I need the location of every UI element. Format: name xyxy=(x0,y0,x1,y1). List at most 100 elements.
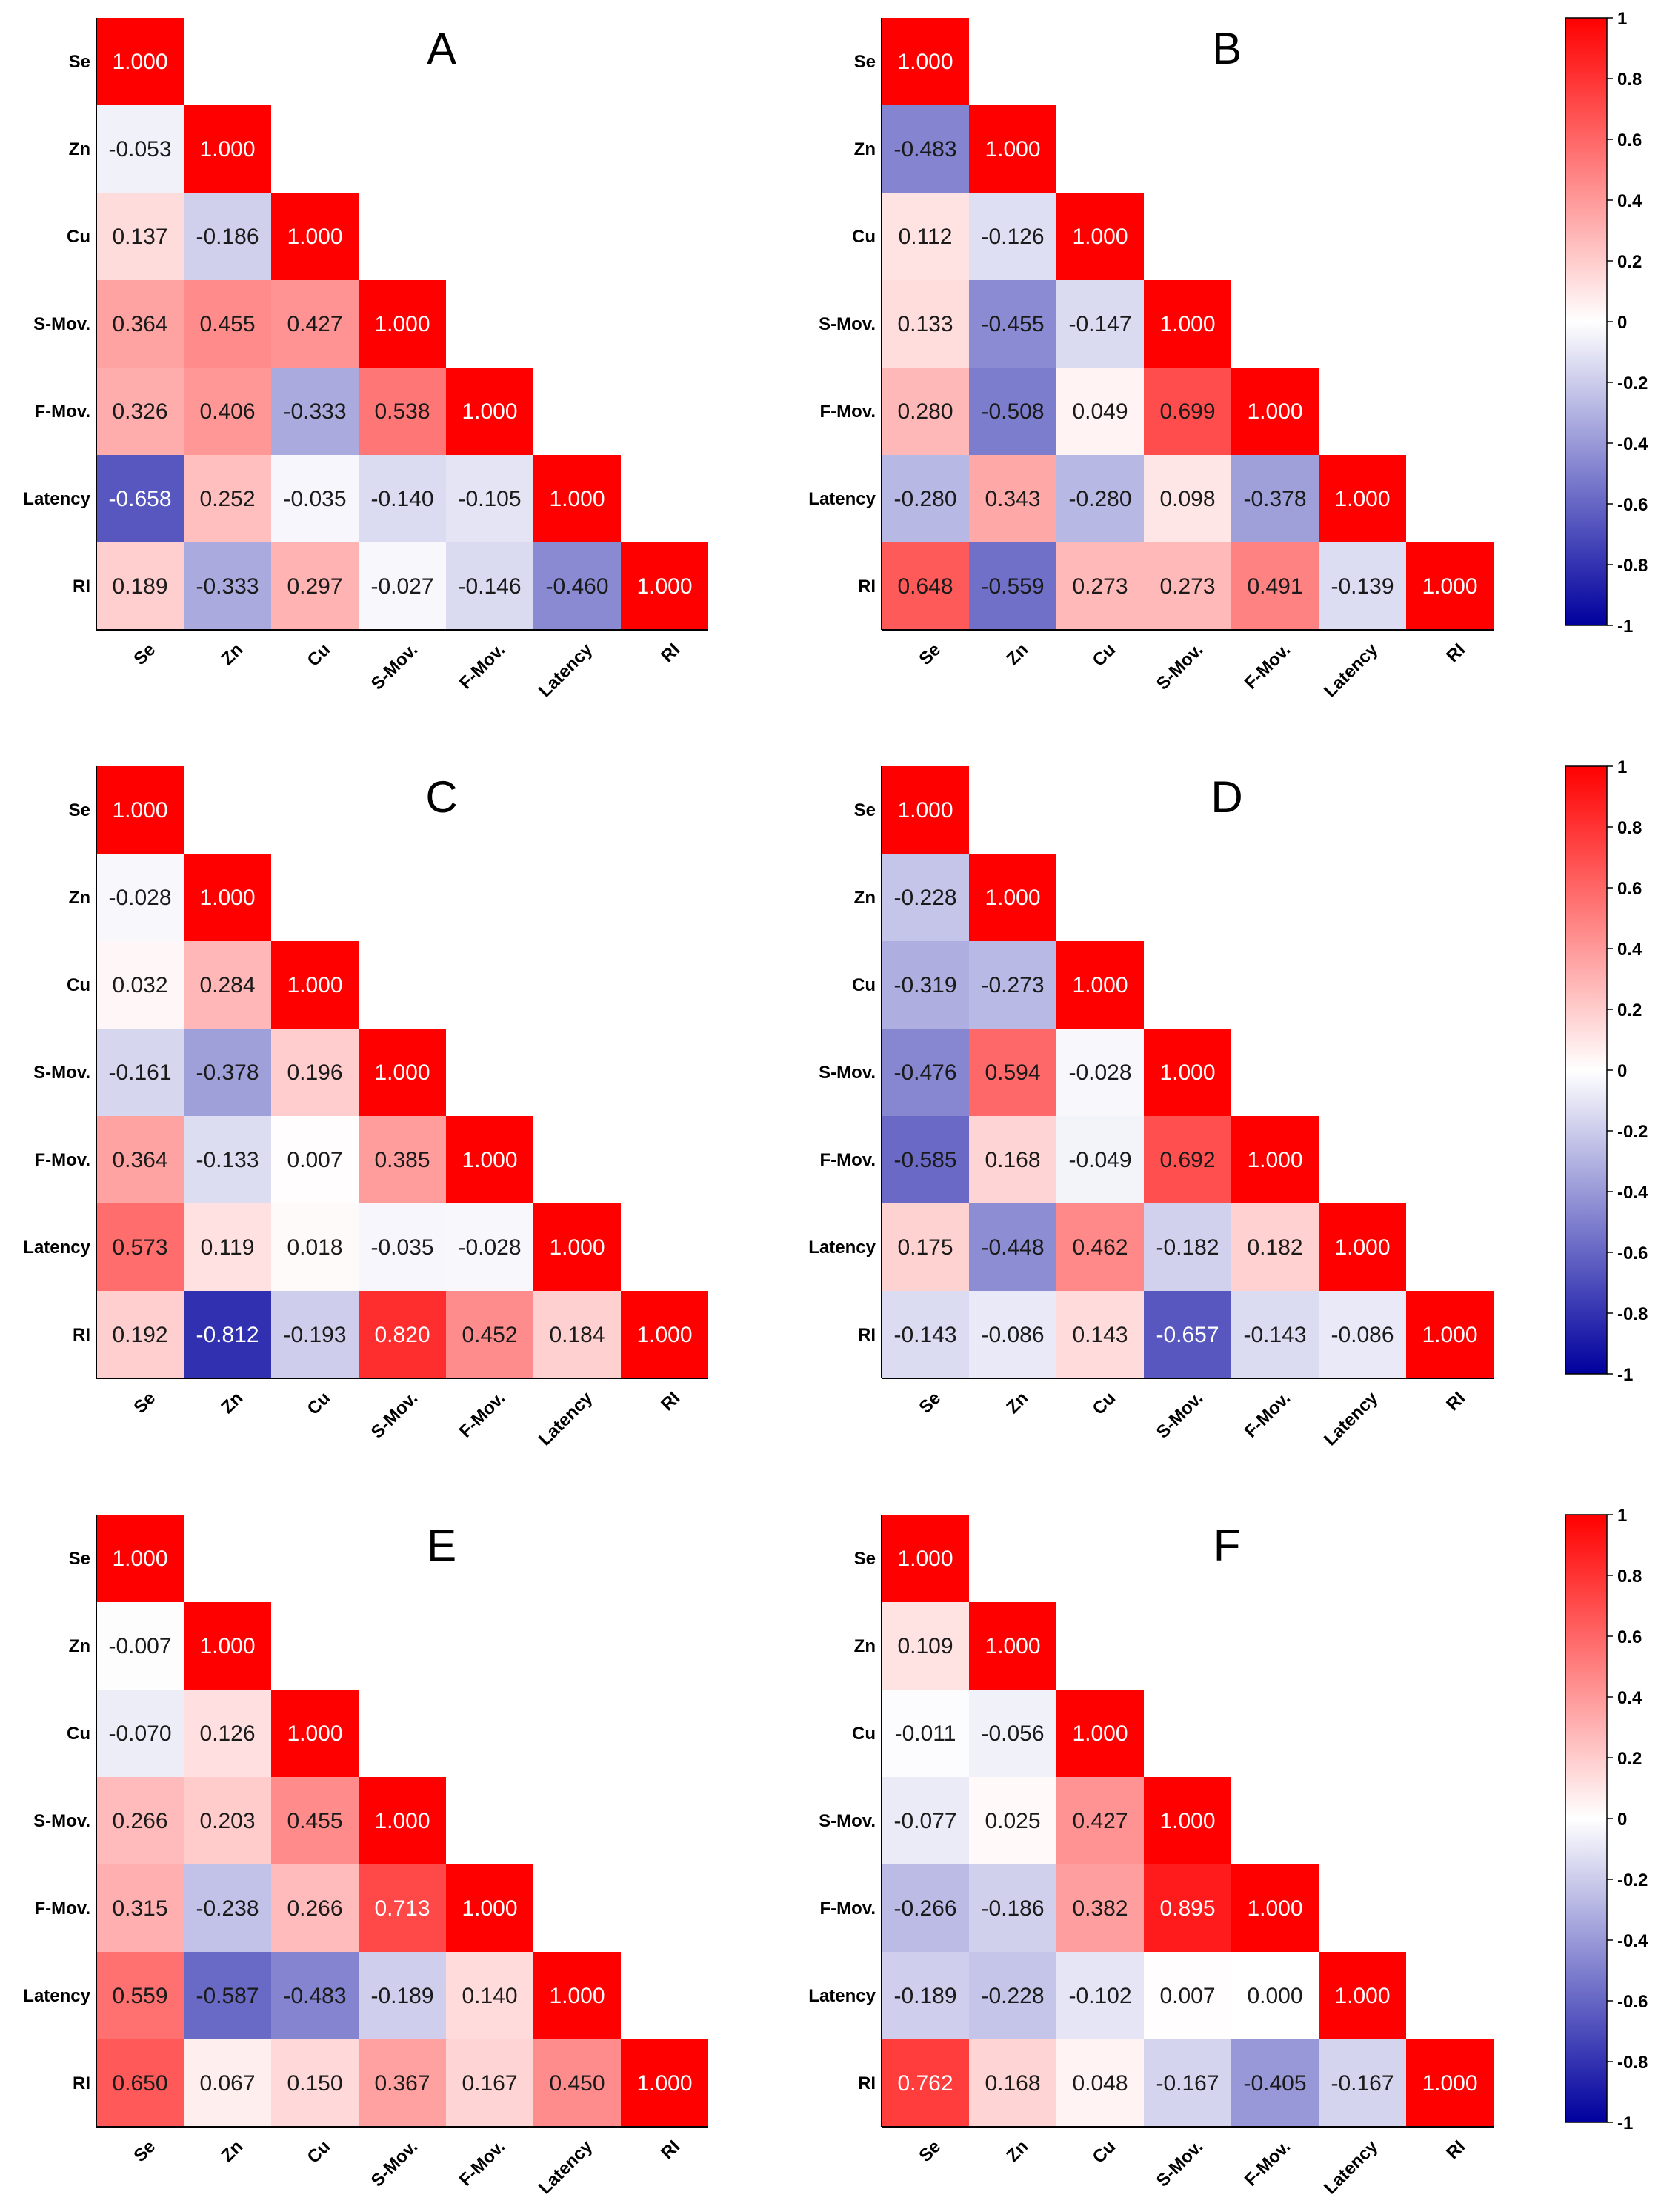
heatmap-cell xyxy=(1056,1864,1144,1952)
heatmap-cell xyxy=(1056,193,1144,280)
heatmap-cell xyxy=(1144,1864,1231,1952)
heatmap-cell xyxy=(184,1777,271,1864)
cell-value-label: -0.049 xyxy=(1068,1148,1131,1172)
colorbar-tick-label: 1 xyxy=(1617,9,1627,29)
row-label-cu: Cu xyxy=(67,975,90,995)
panel-letter: A xyxy=(427,24,456,73)
cell-value-label: -0.102 xyxy=(1068,1984,1131,2008)
cell-value-label: 1.000 xyxy=(1334,487,1390,511)
row-label-cu: Cu xyxy=(852,227,876,247)
heatmap-cell xyxy=(969,105,1056,193)
cell-value-label: -0.378 xyxy=(196,1060,259,1085)
heatmap-cell xyxy=(1056,1291,1144,1378)
cell-value-label: -0.189 xyxy=(370,1984,433,2008)
heatmap-cell xyxy=(882,1602,969,1690)
cell-value-label: -0.143 xyxy=(893,1323,956,1347)
colorbar-tick-label: -0.2 xyxy=(1617,1870,1648,1890)
cell-value-label: -0.455 xyxy=(981,312,1044,336)
heatmap-cell xyxy=(96,1602,184,1690)
cell-value-label: 0.343 xyxy=(985,487,1040,511)
col-label-latency: Latency xyxy=(535,2136,597,2199)
heatmap-cell xyxy=(882,854,969,941)
row-label-s-mov: S-Mov. xyxy=(819,1811,876,1831)
row-label-latency: Latency xyxy=(23,489,90,509)
col-label-latency: Latency xyxy=(1320,2136,1382,2199)
col-label-se: Se xyxy=(915,2136,945,2166)
heatmap-cell xyxy=(882,1690,969,1777)
heatmap-cell xyxy=(1056,1116,1144,1203)
col-label-ri: RI xyxy=(1442,2136,1469,2163)
col-label-s-mov: S-Mov. xyxy=(367,640,422,694)
cell-value-label: -0.140 xyxy=(370,487,433,511)
row-label-cu: Cu xyxy=(852,975,876,995)
colorbar-tick-label: -0.8 xyxy=(1617,2053,1648,2073)
heatmap-cell xyxy=(446,2039,533,2127)
col-label-cu: Cu xyxy=(1089,2136,1120,2168)
cell-value-label: -0.448 xyxy=(981,1235,1044,1260)
heatmap-cell xyxy=(271,1116,359,1203)
colorbar-tick-label: -0.6 xyxy=(1617,1243,1648,1263)
heatmap-cell xyxy=(1144,542,1231,630)
cell-value-label: 0.098 xyxy=(1159,487,1215,511)
heatmap-cell xyxy=(882,1291,969,1378)
cell-value-label: 1.000 xyxy=(1247,1148,1302,1172)
colorbar-tick-label: 0.8 xyxy=(1617,1567,1642,1587)
cell-value-label: -0.405 xyxy=(1243,2071,1306,2096)
cell-value-label: 0.573 xyxy=(112,1235,167,1260)
heatmap-cell xyxy=(184,542,271,630)
heatmap-cell xyxy=(271,542,359,630)
heatmap-cell xyxy=(1319,542,1406,630)
cell-value-label: 0.450 xyxy=(549,2071,605,2096)
heatmap-cell xyxy=(271,1291,359,1378)
heatmap-cell xyxy=(882,105,969,193)
heatmap-cell xyxy=(359,1203,446,1291)
col-label-f-mov: F-Mov. xyxy=(456,1388,510,1442)
cell-value-label: 1.000 xyxy=(1159,1809,1215,1833)
cell-value-label: 1.000 xyxy=(374,1060,430,1085)
cell-value-label: -0.161 xyxy=(108,1060,171,1085)
cell-value-label: 1.000 xyxy=(112,798,167,823)
heatmap-cell xyxy=(184,1291,271,1378)
heatmap-panel-b: B 1.000 -0.483 1.000 0.112 -0.126 1.000 0.133 -0… xyxy=(808,18,1494,701)
cell-value-label: -0.193 xyxy=(283,1323,346,1347)
heatmap-cell xyxy=(446,1116,533,1203)
heatmap-cell xyxy=(882,1029,969,1116)
cell-value-label: 0.192 xyxy=(112,1323,167,1347)
heatmap-cell xyxy=(184,1864,271,1952)
cell-value-label: 0.280 xyxy=(897,399,953,424)
cell-value-label: 1.000 xyxy=(549,1984,605,2008)
heatmap-cell xyxy=(271,1777,359,1864)
cell-value-label: -0.146 xyxy=(458,574,521,599)
heatmap-cell xyxy=(882,542,969,630)
colorbar-tick-label: -1 xyxy=(1617,1365,1633,1385)
cell-value-label: 0.032 xyxy=(112,973,167,997)
cell-value-label: 0.203 xyxy=(199,1809,255,1833)
heatmap-cell xyxy=(882,941,969,1029)
heatmap-cell xyxy=(359,1864,446,1952)
heatmap-cell xyxy=(1231,1291,1319,1378)
heatmap-cell xyxy=(359,1291,446,1378)
row-label-s-mov: S-Mov. xyxy=(819,1063,876,1083)
heatmap-cell xyxy=(882,368,969,455)
heatmap-cell xyxy=(1231,542,1319,630)
heatmap-cell xyxy=(1056,1777,1144,1864)
cell-value-label: 0.109 xyxy=(897,1634,953,1658)
heatmap-cell xyxy=(446,1203,533,1291)
cell-value-label: 1.000 xyxy=(374,312,430,336)
heatmap-cell xyxy=(1056,1029,1144,1116)
cell-value-label: -0.139 xyxy=(1331,574,1394,599)
heatmap-cell xyxy=(96,2039,184,2127)
colorbar-tick-label: 0.6 xyxy=(1617,1627,1642,1647)
heatmap-cell xyxy=(184,854,271,941)
cell-value-label: 0.406 xyxy=(199,399,255,424)
colorbar-tick-label: -0.8 xyxy=(1617,1304,1648,1324)
row-label-cu: Cu xyxy=(67,1724,90,1744)
colorbar-tick-label: 0 xyxy=(1617,1810,1627,1830)
heatmap-cell xyxy=(96,542,184,630)
cell-value-label: -0.143 xyxy=(1243,1323,1306,1347)
cell-value-label: 1.000 xyxy=(1247,399,1302,424)
heatmap-cell xyxy=(96,941,184,1029)
cell-value-label: -0.167 xyxy=(1156,2071,1219,2096)
row-label-f-mov: F-Mov. xyxy=(34,1150,90,1170)
